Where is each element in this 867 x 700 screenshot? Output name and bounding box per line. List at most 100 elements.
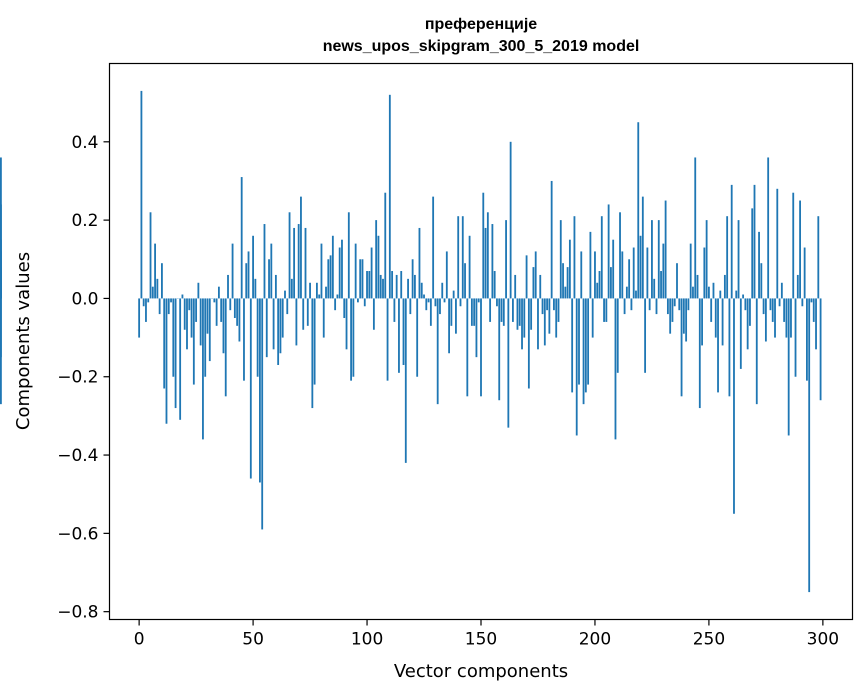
bar (801, 298, 803, 306)
bar (378, 236, 380, 299)
bar (159, 298, 161, 314)
bar (485, 228, 487, 298)
bar (327, 259, 329, 298)
bars-layer (0, 91, 822, 592)
bar (416, 298, 418, 376)
bar (439, 298, 441, 314)
bar (692, 287, 694, 299)
bar (669, 298, 671, 333)
y-tick-label: 0.0 (71, 289, 98, 309)
bar (496, 298, 498, 306)
bar (788, 298, 790, 435)
bar (724, 275, 726, 298)
bar (491, 224, 493, 298)
bar (450, 298, 452, 325)
bar (517, 298, 519, 329)
bar (783, 298, 785, 321)
bar (776, 189, 778, 299)
bar (334, 298, 336, 310)
bar (154, 244, 156, 299)
bar (817, 216, 819, 298)
bar (421, 283, 423, 299)
x-tick-label: 50 (242, 630, 264, 650)
bar (298, 224, 300, 298)
bar (685, 298, 687, 341)
bar (357, 298, 359, 302)
bar (694, 157, 696, 298)
bar (678, 298, 680, 310)
bar (820, 298, 822, 400)
bar (391, 271, 393, 298)
bar (482, 193, 484, 299)
x-tick-label: 0 (134, 630, 145, 650)
y-axis-label: Components values (13, 252, 34, 430)
bar (792, 193, 794, 299)
bar (731, 185, 733, 299)
bar (163, 298, 165, 388)
bar (448, 298, 450, 353)
bar (507, 298, 509, 427)
bar (170, 298, 172, 302)
bar (309, 283, 311, 299)
bar (147, 298, 149, 302)
bar (674, 298, 676, 306)
bar (172, 298, 174, 376)
bar (774, 298, 776, 337)
bar (594, 251, 596, 298)
bar (348, 212, 350, 298)
bar (311, 298, 313, 408)
bar (318, 295, 320, 299)
bar (425, 298, 427, 310)
bar (166, 298, 168, 423)
bar (633, 248, 635, 299)
bar (232, 244, 234, 299)
bar (537, 298, 539, 349)
bar (569, 240, 571, 299)
bar (407, 279, 409, 299)
bar (373, 298, 375, 329)
bar (168, 298, 170, 314)
bar (656, 298, 658, 314)
bar (553, 298, 555, 310)
bar (469, 236, 471, 299)
bar (763, 298, 765, 314)
bar (307, 298, 309, 325)
bar (617, 298, 619, 372)
bar (437, 298, 439, 404)
y-axis-ticks: −0.8−0.6−0.4−0.20.00.20.4 (57, 133, 109, 623)
bar (642, 197, 644, 299)
bar (284, 291, 286, 299)
bar (726, 216, 728, 298)
bar (523, 298, 525, 337)
bar (583, 298, 585, 404)
bar (729, 298, 731, 396)
bar (423, 295, 425, 299)
bar (706, 220, 708, 298)
bar (719, 291, 721, 299)
bar (291, 279, 293, 299)
y-tick-label: 0.4 (71, 133, 98, 153)
bar (562, 263, 564, 298)
bar (589, 232, 591, 299)
bar (259, 298, 261, 482)
bar (790, 298, 792, 337)
bar (740, 298, 742, 368)
bar (628, 259, 630, 298)
bar (722, 298, 724, 345)
bar (555, 298, 557, 337)
bar (252, 236, 254, 299)
bar (658, 220, 660, 298)
bar (0, 240, 2, 299)
bar (551, 181, 553, 298)
bar (289, 212, 291, 298)
bar (756, 298, 758, 404)
bar (389, 95, 391, 299)
bar (430, 298, 432, 325)
bar (200, 298, 202, 345)
bar (797, 275, 799, 298)
bar (804, 248, 806, 299)
bar (343, 298, 345, 318)
bar (207, 298, 209, 333)
bar (398, 298, 400, 372)
